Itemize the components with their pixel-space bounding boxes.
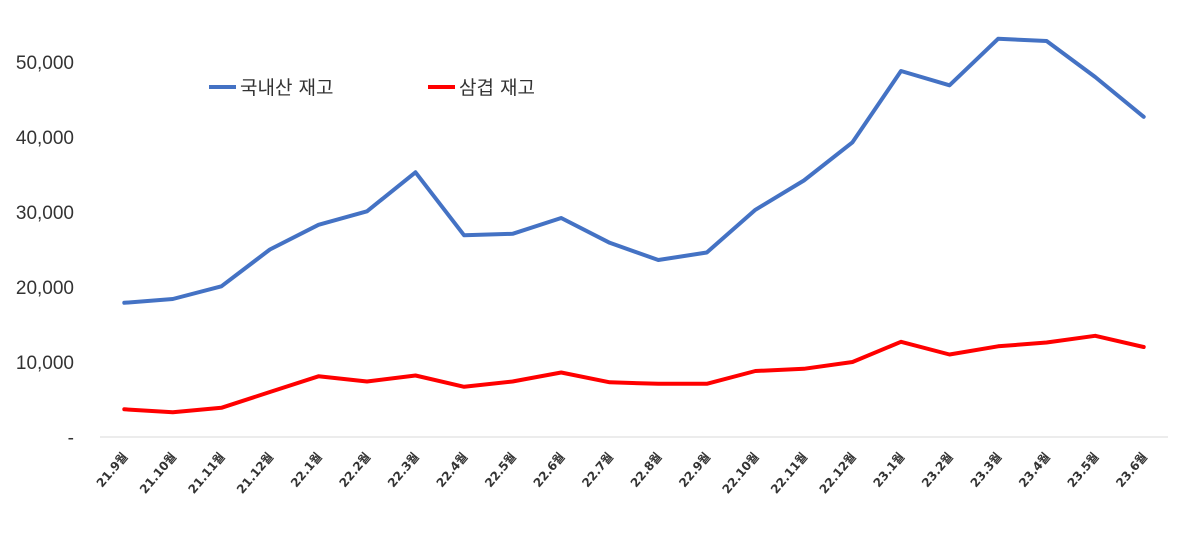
- x-tick-label: 22.10월: [719, 449, 762, 496]
- y-tick-label: 10,000: [16, 353, 74, 374]
- x-tick-label: 22.7월: [578, 449, 616, 490]
- legend-label-domestic: 국내산 재고: [240, 77, 333, 99]
- x-tick-label: 22.5월: [481, 449, 519, 490]
- y-tick-label: 40,000: [16, 128, 74, 149]
- x-tick-label: 22.2월: [336, 449, 374, 490]
- x-tick-label: 22.9월: [675, 449, 713, 490]
- x-tick-label: 22.11월: [767, 449, 810, 496]
- x-tick-label: 23.6월: [1112, 449, 1150, 490]
- x-tick-label: 23.5월: [1064, 449, 1102, 490]
- x-tick-label: 22.4월: [433, 449, 471, 490]
- x-axis-ticks: 21.9월 21.10월 21.11월 21.12월 22.1월 22.2월 22.3월 22…: [93, 449, 1150, 496]
- x-tick-label: 23.2월: [918, 449, 956, 490]
- y-axis-ticks: - 10,000 20,000 30,000 40,000 50,000: [16, 53, 74, 449]
- x-tick-label: 21.12월: [233, 449, 276, 496]
- series-line-domestic: [122, 36, 1146, 305]
- x-tick-label: 23.4월: [1015, 449, 1053, 490]
- x-tick-label: 22.8월: [627, 449, 665, 490]
- x-tick-label: 22.6월: [530, 449, 568, 490]
- x-tick-label: 22.3월: [384, 449, 422, 490]
- y-tick-label: 50,000: [16, 53, 74, 74]
- x-tick-label: 21.9월: [93, 449, 131, 490]
- legend-label-pork-belly: 삼겹 재고: [459, 77, 535, 99]
- series-line-pork-belly: [122, 333, 1146, 415]
- x-tick-label: 23.1월: [870, 449, 908, 490]
- x-tick-label: 21.11월: [185, 449, 228, 496]
- x-tick-label: 21.10월: [136, 449, 179, 496]
- legend: 국내산 재고 삼겹 재고: [209, 77, 535, 99]
- y-tick-label: 20,000: [16, 278, 74, 299]
- x-tick-label: 22.12월: [816, 449, 859, 496]
- y-tick-label: -: [68, 428, 74, 449]
- y-tick-label: 30,000: [16, 203, 74, 224]
- x-tick-label: 22.1월: [287, 449, 325, 490]
- x-tick-label: 23.3월: [967, 449, 1005, 490]
- series-lines: [122, 36, 1146, 415]
